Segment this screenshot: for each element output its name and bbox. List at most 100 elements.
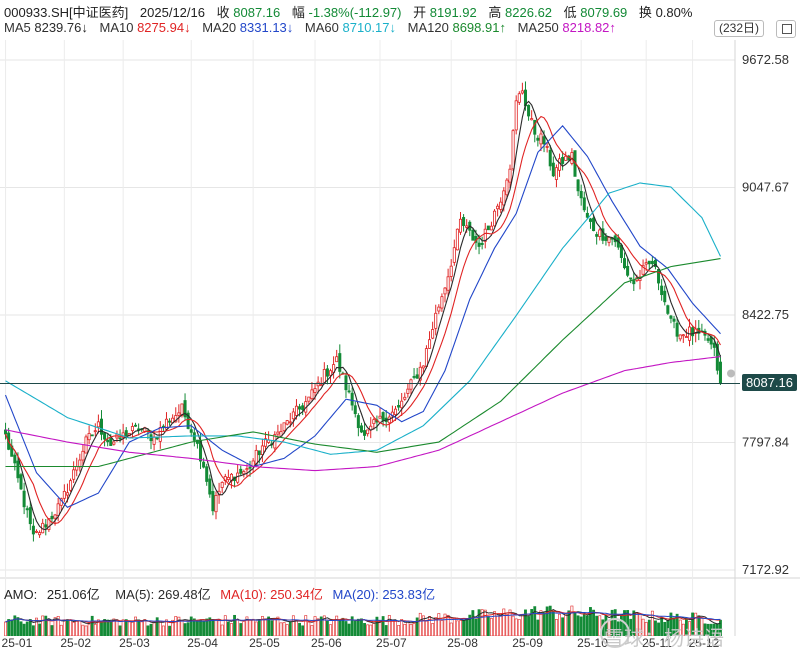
low-value: 8079.69 — [580, 5, 628, 20]
amo-legend: AMO: 251.06亿 MA(5): 269.48亿 MA(10): 250.… — [4, 584, 800, 603]
candle-body — [632, 280, 636, 285]
amo-bar — [211, 619, 215, 636]
period-selector[interactable]: (232日) — [714, 20, 765, 37]
candle-body — [514, 100, 518, 131]
amo-bar — [31, 625, 35, 636]
candle-body — [28, 507, 32, 525]
amo-bar — [322, 615, 326, 636]
amo-bar — [84, 625, 88, 636]
amo-bar — [87, 623, 91, 636]
amo-bar — [527, 616, 530, 636]
amo-bar — [19, 621, 23, 636]
amo-bar — [332, 619, 336, 636]
candle-body — [103, 432, 107, 440]
ma250-label: MA250 — [517, 20, 559, 35]
candle-body — [72, 469, 76, 480]
candle-body — [431, 329, 435, 339]
amo-bar — [555, 619, 558, 636]
candle-body — [22, 490, 26, 508]
close-value: 8087.16 — [233, 5, 281, 20]
amo-bar — [493, 611, 496, 636]
amo-bar — [585, 615, 589, 636]
candle-body — [202, 461, 206, 468]
candle-body — [480, 242, 484, 245]
candle-body — [25, 508, 29, 511]
amo-bar — [675, 613, 679, 636]
candle-body — [81, 450, 85, 461]
amo-bar — [38, 623, 42, 636]
amo-bar — [217, 620, 221, 636]
candle-body — [653, 259, 657, 268]
candle-body — [106, 439, 110, 443]
candle-body — [350, 392, 354, 406]
amo-bar — [223, 615, 227, 636]
amo-bar — [356, 618, 360, 636]
candle-body — [363, 430, 367, 436]
ma60-value: 8710.17↓ — [342, 20, 397, 35]
amo-bar — [536, 619, 540, 636]
candle-body — [78, 459, 82, 468]
amo-bar — [291, 615, 295, 636]
candle-body — [366, 429, 370, 435]
x-tick-label: 25-04 — [187, 636, 218, 650]
y-tick-label: 8422.75 — [742, 307, 789, 322]
candle-body — [551, 162, 555, 177]
candle-body — [353, 405, 357, 415]
amo-bar — [242, 621, 246, 636]
amo-bar — [226, 621, 230, 636]
low-label: 低 — [563, 5, 577, 20]
amo-bar — [558, 613, 561, 636]
amo-bar — [499, 613, 503, 636]
candle-body — [403, 396, 407, 400]
candle-body — [428, 339, 432, 349]
amo-bar — [202, 621, 206, 636]
turnover-label: 换 — [638, 5, 652, 20]
candle-body — [189, 429, 193, 433]
x-tick-label: 25-01 — [1, 636, 33, 650]
amo-bar — [143, 619, 147, 636]
amo-bar — [703, 623, 707, 636]
amo-bar — [22, 623, 26, 636]
amo-bar — [517, 619, 521, 636]
turnover-value: 0.80% — [655, 5, 693, 20]
date-axis: 25-01 25-02 25-03 25-04 25-05 25-06 25-07 25-08… — [0, 636, 800, 654]
candle-body — [496, 205, 500, 210]
candles — [4, 81, 722, 542]
amo-bar — [205, 618, 209, 636]
amo-bar — [381, 616, 385, 636]
candlestick-chart[interactable]: 9672.58 9047.67 8422.75 7797.84 7172.92 — [0, 40, 800, 636]
amo-bar — [109, 621, 113, 636]
candle-body — [440, 296, 444, 309]
amo-bar — [446, 614, 450, 636]
candle-body — [471, 230, 475, 241]
amo-bar — [573, 611, 577, 636]
amo-bar — [477, 609, 481, 636]
candle-body — [595, 234, 599, 237]
amo-bar — [434, 617, 438, 636]
amo-bar — [115, 619, 119, 636]
layout-toggle-button[interactable] — [776, 20, 796, 38]
candle-body — [220, 481, 224, 488]
amo-bar — [325, 620, 329, 636]
candle-body — [53, 514, 57, 519]
amo-bar — [570, 605, 574, 636]
amo-bar — [106, 619, 110, 636]
amo-bar — [288, 621, 292, 636]
candle-body — [684, 336, 688, 338]
amo-bar — [7, 619, 11, 636]
amo-bar — [353, 620, 357, 636]
candle-body — [393, 408, 398, 415]
high-label: 高 — [488, 5, 502, 20]
candle-body — [282, 422, 286, 432]
amo-bar — [471, 610, 475, 636]
amo-bar — [62, 620, 66, 636]
candle-body — [325, 368, 329, 377]
candle-body — [489, 225, 493, 231]
alert-bell-icon — [727, 369, 735, 378]
candle-body — [455, 228, 459, 251]
candle-body — [34, 530, 39, 533]
candle-body — [669, 315, 673, 319]
amo-volume-bars — [4, 605, 722, 636]
amo-bar — [192, 618, 196, 636]
candle-body — [38, 532, 42, 536]
